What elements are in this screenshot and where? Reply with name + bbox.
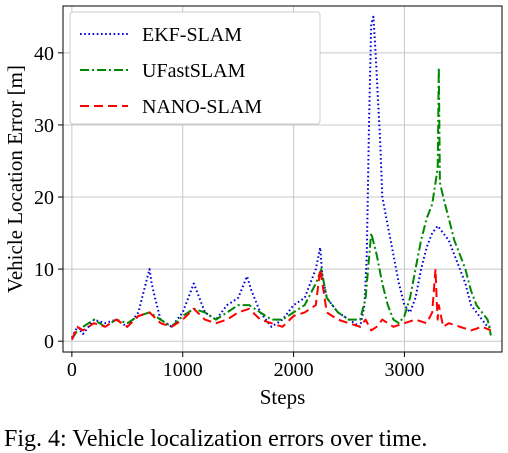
plot-frame (62, 5, 503, 353)
x-tick-label: 2000 (274, 359, 314, 381)
chart: 0 1000 2000 3000 0 10 20 30 40 Steps Vehicle Loc… (3, 5, 503, 409)
y-tick-label: 30 (34, 115, 54, 137)
y-tick-label: 10 (34, 259, 54, 281)
legend: EKF-SLAM UFastSLAM NANO-SLAM (69, 11, 321, 125)
x-axis-label: Steps (260, 385, 306, 409)
series-line-ekf-slam (71, 15, 491, 339)
y-tick-label: 20 (34, 187, 54, 209)
series-line-ufastslam (71, 66, 492, 340)
legend-label: EKF-SLAM (142, 24, 242, 46)
figure-caption: Fig. 4: Vehicle localization errors over… (4, 426, 428, 452)
x-tick-label: 0 (67, 359, 77, 381)
y-axis-label: Vehicle Location Error [m] (3, 65, 27, 293)
series-lines (70, 15, 492, 341)
series-line-nano-slam (70, 268, 492, 341)
x-tick-label: 1000 (163, 359, 203, 381)
y-tick-label: 40 (34, 43, 54, 65)
legend-label: NANO-SLAM (142, 96, 262, 118)
tick-labels: 0 1000 2000 3000 0 10 20 30 40 (34, 43, 424, 381)
x-tick-label: 3000 (384, 359, 424, 381)
legend-label: UFastSLAM (142, 60, 246, 82)
legend-box (69, 11, 321, 125)
tick-marks (58, 52, 405, 357)
y-tick-label: 0 (44, 331, 54, 353)
